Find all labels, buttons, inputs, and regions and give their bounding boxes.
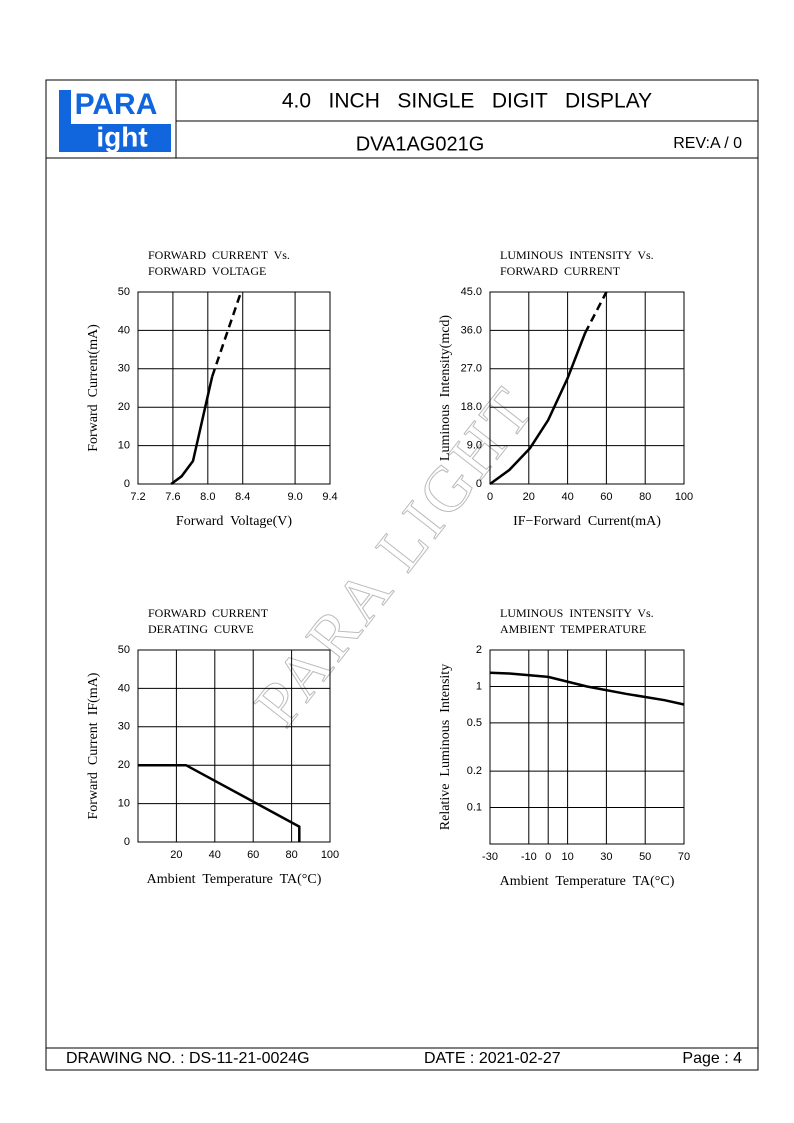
x-tick-label: 50: [639, 851, 651, 863]
x-axis-label: Forward Voltage(V): [176, 514, 292, 529]
logo-text: PARA: [75, 88, 158, 121]
x-axis-label: Ambient Temperature TA(°C): [500, 874, 675, 889]
y-axis-label: Forward Current(mA): [86, 324, 101, 452]
chart-title: AMBIENT TEMPERATURE: [500, 622, 646, 636]
logo-bar: [59, 124, 171, 152]
y-tick-label: 9.0: [467, 440, 482, 452]
y-tick-label: 0: [124, 836, 130, 848]
drawing-number: DRAWING NO. : DS-11-21-0024G: [66, 1050, 310, 1067]
x-tick-label: 0: [487, 491, 493, 503]
x-tick-label: 20: [523, 491, 535, 503]
x-tick-label: 10: [561, 851, 573, 863]
y-tick-label: 0.2: [467, 765, 482, 777]
chart-title: FORWARD CURRENT: [148, 606, 269, 620]
data-line: [583, 291, 608, 334]
x-axis-label: IF−Forward Current(mA): [513, 514, 661, 529]
page-number: Page : 4: [682, 1050, 742, 1067]
x-tick-label: 9.0: [287, 491, 302, 503]
y-tick-label: 0: [124, 478, 130, 490]
logo: PARA ight: [59, 88, 171, 152]
revision: REV:A / 0: [673, 135, 742, 152]
y-tick-label: 27.0: [461, 363, 482, 375]
x-tick-label: 70: [678, 851, 690, 863]
chart-title: FORWARD CURRENT Vs.: [148, 248, 290, 262]
date: DATE : 2021-02-27: [424, 1050, 561, 1067]
y-tick-label: 40: [118, 682, 130, 694]
y-tick-label: 0.1: [467, 801, 482, 813]
y-tick-label: 40: [118, 324, 130, 336]
y-tick-label: 10: [118, 798, 130, 810]
data-line: [211, 291, 243, 377]
doc-title: 4.0 INCH SINGLE DIGIT DISPLAY: [282, 90, 652, 113]
y-tick-label: 18.0: [461, 401, 482, 413]
x-tick-label: 80: [285, 849, 297, 861]
y-tick-label: 50: [118, 644, 130, 656]
y-tick-label: 50: [118, 286, 130, 298]
plot-frame: [489, 649, 685, 845]
y-axis-label: Luminous Intensity(mcd): [438, 315, 453, 462]
y-tick-label: 36.0: [461, 324, 482, 336]
chart-title: FORWARD VOLTAGE: [148, 264, 266, 278]
y-axis-label: Forward Current IF(mA): [86, 672, 101, 819]
watermark: PARA LIGHT: [241, 373, 549, 739]
chart-title: LUMINOUS INTENSITY Vs.: [500, 606, 654, 620]
y-axis-label: Relative Luminous Intensity: [438, 664, 453, 830]
y-tick-label: 2: [476, 644, 482, 656]
x-tick-label: 8.4: [235, 491, 250, 503]
x-tick-label: 100: [675, 491, 693, 503]
x-tick-label: -10: [521, 851, 537, 863]
x-tick-label: 30: [600, 851, 612, 863]
y-tick-label: 20: [118, 759, 130, 771]
data-line: [489, 332, 587, 486]
part-number: DVA1AG021G: [356, 133, 485, 155]
y-tick-label: 10: [118, 440, 130, 452]
y-tick-label: 1: [476, 680, 482, 692]
y-tick-label: 0.5: [467, 717, 482, 729]
y-tick-label: 20: [118, 401, 130, 413]
data-line: [170, 376, 214, 486]
x-tick-label: 60: [600, 491, 612, 503]
data-line: [138, 763, 301, 842]
x-tick-label: 7.2: [130, 491, 145, 503]
x-tick-label: 40: [209, 849, 221, 861]
x-tick-label: 0: [545, 851, 551, 863]
x-tick-label: 100: [321, 849, 339, 861]
y-tick-label: 0: [476, 478, 482, 490]
y-tick-label: 45.0: [461, 286, 482, 298]
x-axis-label: Ambient Temperature TA(°C): [147, 872, 322, 887]
chart-title: FORWARD CURRENT: [500, 264, 621, 278]
logo-text: ight: [96, 121, 147, 152]
plot-frame: [137, 291, 331, 485]
x-tick-label: 7.6: [165, 491, 180, 503]
x-tick-label: 20: [170, 849, 182, 861]
x-tick-label: 60: [247, 849, 259, 861]
page-frame: [45, 79, 759, 1071]
x-tick-label: 40: [561, 491, 573, 503]
chart-title: DERATING CURVE: [148, 622, 254, 636]
x-tick-label: 8.0: [200, 491, 215, 503]
y-tick-label: 30: [118, 363, 130, 375]
x-tick-label: 9.4: [322, 491, 337, 503]
data-line: [489, 671, 685, 706]
plot-frame: [489, 291, 685, 485]
x-tick-label: 80: [639, 491, 651, 503]
chart-title: LUMINOUS INTENSITY Vs.: [500, 248, 654, 262]
y-tick-label: 30: [118, 721, 130, 733]
x-tick-label: -30: [482, 851, 498, 863]
